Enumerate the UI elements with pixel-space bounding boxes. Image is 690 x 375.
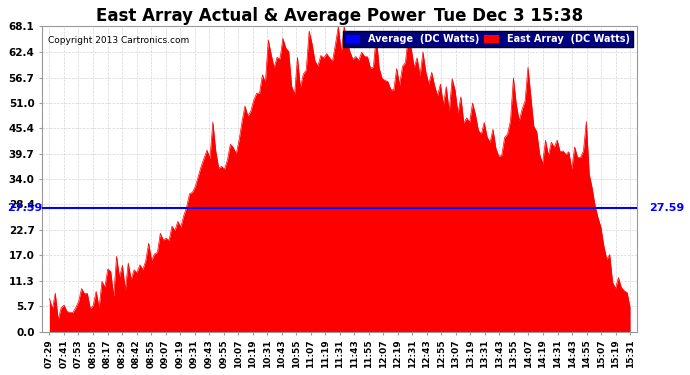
Legend: Average  (DC Watts), East Array  (DC Watts): Average (DC Watts), East Array (DC Watts… — [343, 32, 633, 47]
Text: Copyright 2013 Cartronics.com: Copyright 2013 Cartronics.com — [48, 36, 189, 45]
Text: 27.59: 27.59 — [649, 203, 684, 213]
Text: 27.59: 27.59 — [7, 203, 42, 213]
Title: East Array Actual & Average Power Tue Dec 3 15:38: East Array Actual & Average Power Tue De… — [96, 7, 583, 25]
